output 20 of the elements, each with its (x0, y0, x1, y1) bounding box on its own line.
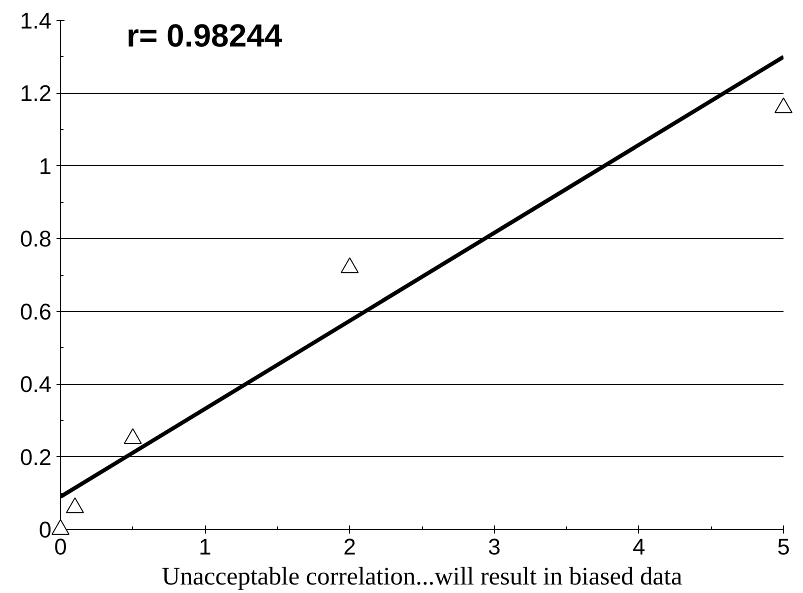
y-tick-label: 0.6 (20, 298, 52, 324)
y-tick-label: 0.4 (20, 371, 52, 398)
x-axis-title: Unacceptable correlation...will result in biased data (162, 562, 682, 590)
y-tick-label: 1.2 (20, 80, 52, 106)
point (340, 257, 359, 274)
point (52, 519, 70, 535)
y-tick-label: 0.8 (20, 226, 52, 252)
y-tick-label: 1.4 (20, 8, 52, 34)
annotation: r= 0.98244 (126, 18, 282, 54)
point (66, 497, 84, 514)
y-tick-label: 0.2 (20, 444, 52, 470)
x-tick-label: 4 (632, 534, 646, 560)
y-tick-label: 1 (38, 152, 52, 179)
y-tick-label: 0 (38, 516, 52, 542)
x-tick-label: 1 (198, 534, 212, 560)
x-tick-label: 3 (488, 534, 501, 560)
x-tick-label: 2 (343, 534, 356, 560)
x-tick-label: 5 (777, 534, 790, 560)
point (124, 428, 142, 444)
point (774, 97, 792, 114)
